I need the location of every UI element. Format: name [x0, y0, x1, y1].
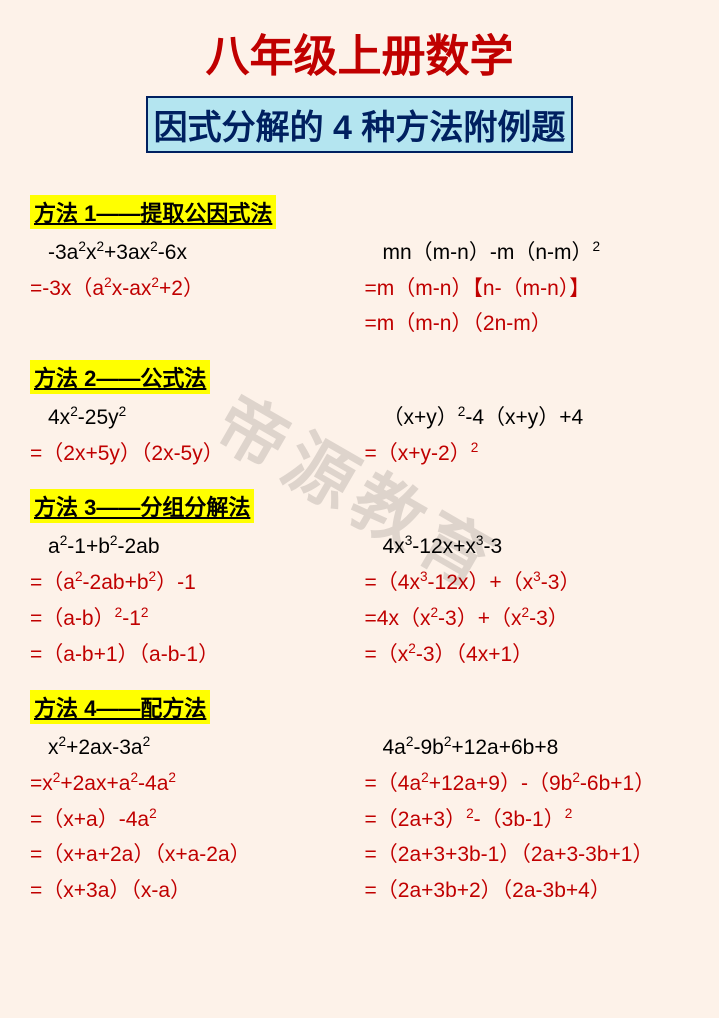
problem-expression: a2-1+b2-2ab — [30, 529, 355, 565]
solution-step: =（4a2+12a+9）-（9b2-6b+1） — [365, 766, 690, 802]
column-right: 4x3-12x+x3-3=（4x3-12x）+（x3-3）=4x（x2-3）+（… — [365, 529, 690, 672]
content-body: 方法 1——提取公因式法 -3a2x2+3ax2-6x=-3x（a2x-ax2+2… — [30, 177, 689, 909]
page-title: 八年级上册数学 — [30, 20, 689, 84]
method-heading: 方法 1——提取公因式法 — [30, 195, 276, 229]
solution-step: =（x+a+2a）（x+a-2a） — [30, 837, 355, 873]
column-left: 4x2-25y2=（2x+5y）（2x-5y） — [30, 400, 355, 471]
solution-step: =-3x（a2x-ax2+2） — [30, 271, 355, 307]
solution-step: =（4x3-12x）+（x3-3） — [365, 565, 690, 601]
problem-expression: mn（m-n）-m（n-m）2 — [365, 235, 690, 271]
solution-step: =（2a+3）2-（3b-1）2 — [365, 802, 690, 838]
solution-step: =m（m-n）（2n-m） — [365, 306, 690, 342]
column-left: x2+2ax-3a2=x2+2ax+a2-4a2=（x+a）-4a2=（x+a+… — [30, 730, 355, 908]
solution-step: =（a-b）2-12 — [30, 601, 355, 637]
problem-expression: 4a2-9b2+12a+6b+8 — [365, 730, 690, 766]
column-right: （x+y）2-4（x+y）+4=（x+y-2）2 — [365, 400, 690, 471]
solution-step: =（2a+3+3b-1）（2a+3-3b+1） — [365, 837, 690, 873]
method-columns: 4x2-25y2=（2x+5y）（2x-5y）（x+y）2-4（x+y）+4=（… — [30, 400, 689, 471]
method-columns: x2+2ax-3a2=x2+2ax+a2-4a2=（x+a）-4a2=（x+a+… — [30, 730, 689, 908]
column-right: 4a2-9b2+12a+6b+8=（4a2+12a+9）-（9b2-6b+1）=… — [365, 730, 690, 908]
solution-step: =（x2-3）（4x+1） — [365, 637, 690, 673]
solution-step: =m（m-n）【n-（m-n）】 — [365, 271, 690, 307]
problem-expression: 4x3-12x+x3-3 — [365, 529, 690, 565]
problem-expression: （x+y）2-4（x+y）+4 — [365, 400, 690, 436]
solution-step: =（x+a）-4a2 — [30, 802, 355, 838]
column-right: mn（m-n）-m（n-m）2=m（m-n）【n-（m-n）】=m（m-n）（2… — [365, 235, 690, 342]
column-left: -3a2x2+3ax2-6x=-3x（a2x-ax2+2） — [30, 235, 355, 342]
problem-expression: x2+2ax-3a2 — [30, 730, 355, 766]
problem-expression: 4x2-25y2 — [30, 400, 355, 436]
method-heading: 方法 2——公式法 — [30, 360, 210, 394]
method-heading: 方法 3——分组分解法 — [30, 489, 254, 523]
method-columns: -3a2x2+3ax2-6x=-3x（a2x-ax2+2）mn（m-n）-m（n… — [30, 235, 689, 342]
solution-step: =（a-b+1）（a-b-1） — [30, 637, 355, 673]
solution-step: =（a2-2ab+b2）-1 — [30, 565, 355, 601]
solution-step: =（x+3a）（x-a） — [30, 873, 355, 909]
solution-step: =（x+y-2）2 — [365, 436, 690, 472]
method-columns: a2-1+b2-2ab=（a2-2ab+b2）-1=（a-b）2-12=（a-b… — [30, 529, 689, 672]
column-left: a2-1+b2-2ab=（a2-2ab+b2）-1=（a-b）2-12=（a-b… — [30, 529, 355, 672]
method-heading: 方法 4——配方法 — [30, 690, 210, 724]
subtitle-container: 因式分解的 4 种方法附例题 — [30, 96, 689, 153]
page-subtitle: 因式分解的 4 种方法附例题 — [146, 96, 574, 153]
problem-expression: -3a2x2+3ax2-6x — [30, 235, 355, 271]
solution-step: =（2x+5y）（2x-5y） — [30, 436, 355, 472]
solution-step: =4x（x2-3）+（x2-3） — [365, 601, 690, 637]
solution-step: =（2a+3b+2）（2a-3b+4） — [365, 873, 690, 909]
solution-step: =x2+2ax+a2-4a2 — [30, 766, 355, 802]
